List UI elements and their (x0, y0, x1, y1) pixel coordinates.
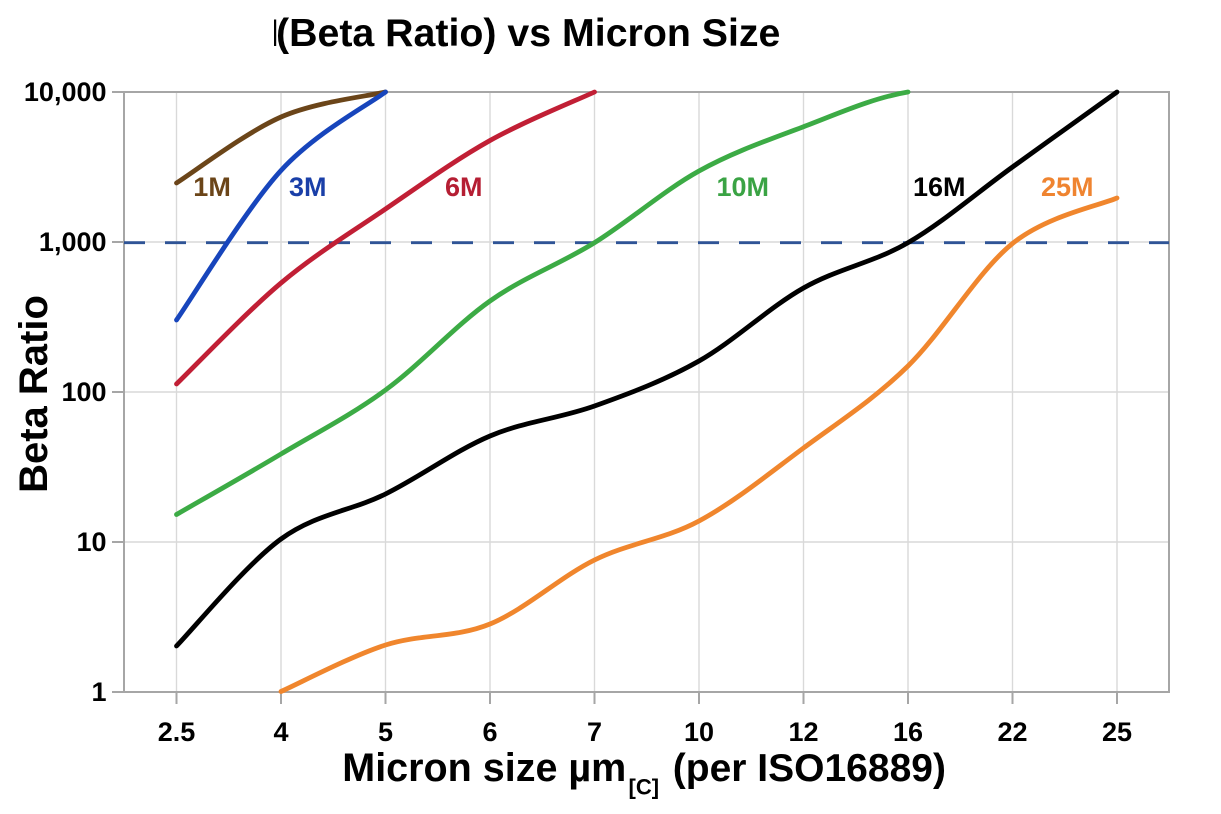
svg-text:[C]: [C] (629, 775, 660, 800)
svg-text:1,000: 1,000 (39, 227, 107, 257)
svg-text:10: 10 (684, 717, 714, 747)
svg-text:10: 10 (76, 527, 106, 557)
svg-text:25M: 25M (1041, 172, 1094, 202)
svg-text:1: 1 (91, 677, 106, 707)
svg-text:5: 5 (378, 717, 393, 747)
svg-text:1M: 1M (193, 172, 231, 202)
svg-text:4: 4 (273, 717, 288, 747)
svg-text:25: 25 (1102, 717, 1132, 747)
svg-text:16: 16 (893, 717, 923, 747)
svg-text:100: 100 (61, 377, 106, 407)
svg-text:6: 6 (482, 717, 497, 747)
svg-text:10M: 10M (717, 172, 770, 202)
svg-text:(per ISO16889): (per ISO16889) (673, 747, 946, 790)
svg-text:12: 12 (788, 717, 818, 747)
svg-text:7: 7 (587, 717, 602, 747)
svg-text:10,000: 10,000 (24, 77, 107, 107)
svg-text:Beta Ratio: Beta Ratio (12, 295, 56, 493)
svg-text:(Beta Ratio) vs Micron Size: (Beta Ratio) vs Micron Size (276, 11, 780, 55)
svg-text:3M: 3M (289, 172, 327, 202)
svg-text:22: 22 (997, 717, 1027, 747)
svg-text:2.5: 2.5 (158, 717, 196, 747)
svg-text:Micron size µm: Micron size µm (342, 746, 626, 790)
svg-text:6M: 6M (445, 172, 483, 202)
svg-text:16M: 16M (913, 172, 966, 202)
